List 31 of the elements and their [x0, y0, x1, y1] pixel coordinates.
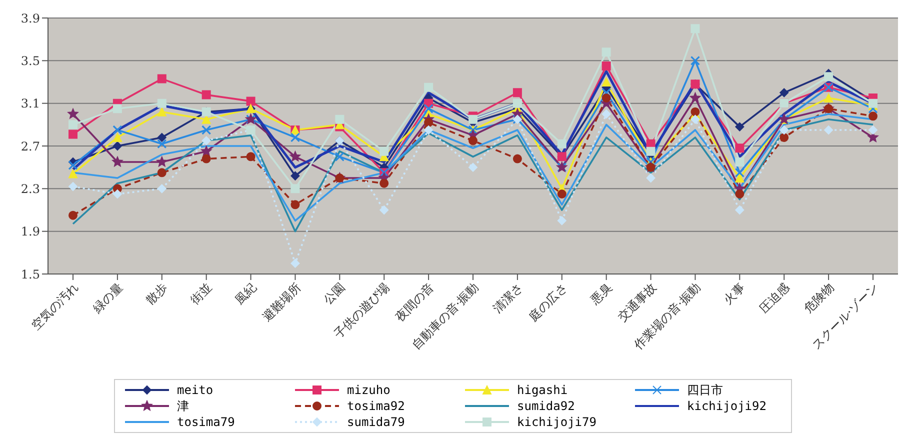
- x-tick-label: 緑の量: [90, 280, 126, 316]
- legend-label: 津: [177, 398, 189, 414]
- legend-label: sumida92: [517, 399, 575, 413]
- x-tick-label: 危険物: [801, 280, 837, 316]
- legend-label: kichijoji92: [687, 399, 766, 413]
- legend-label: sumida79: [347, 415, 405, 429]
- y-tick-label: 3.5: [20, 54, 40, 68]
- y-tick-label: 1.9: [20, 224, 40, 239]
- legend-label: mizuho: [347, 383, 390, 397]
- x-tick-label: 風紀: [232, 280, 259, 308]
- x-tick-label: 散歩: [143, 280, 170, 308]
- x-tick-label: 圧迫感: [756, 280, 792, 316]
- x-tick-label: 公園: [320, 280, 348, 308]
- legend-label: tosima92: [347, 399, 405, 413]
- legend-label: tosima79: [177, 415, 235, 429]
- legend-label: kichijoji79: [517, 415, 596, 429]
- y-tick-label: 1.5: [20, 267, 40, 282]
- x-tick-label: 避難場所: [260, 280, 304, 324]
- legend-label: higashi: [517, 383, 568, 397]
- x-tick-label: 空気の汚れ: [28, 280, 82, 333]
- y-tick-label: 2.3: [20, 182, 40, 196]
- x-tick-label: 清潔さ: [490, 280, 526, 316]
- x-tick-label: 悪臭: [586, 280, 614, 308]
- x-tick-label: 火事: [720, 280, 748, 308]
- x-tick-label: 街並: [188, 280, 214, 308]
- legend-label: meito: [177, 383, 214, 397]
- x-tick-label: 庭の広さ: [526, 280, 570, 324]
- legend-label: 四日市: [687, 382, 723, 398]
- y-tick-label: 2.7: [20, 139, 40, 154]
- y-tick-label: 3.1: [20, 96, 40, 111]
- y-tick-label: 3.9: [20, 11, 40, 26]
